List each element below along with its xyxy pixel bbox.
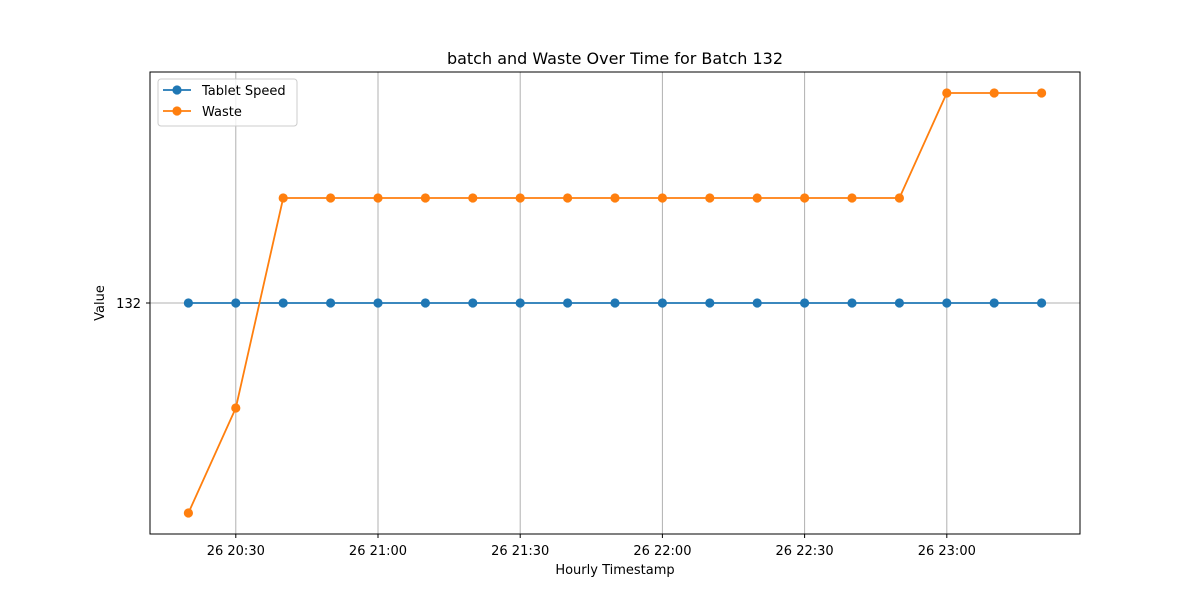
x-tick-label: 26 21:30 <box>491 544 549 559</box>
data-point <box>420 193 430 203</box>
data-point <box>515 193 525 203</box>
data-point <box>373 298 383 308</box>
data-point <box>847 298 857 308</box>
series-waste <box>183 88 1047 518</box>
data-point <box>894 298 905 308</box>
x-tick-label: 26 21:00 <box>349 544 407 559</box>
y-tick-label: 132 <box>116 297 141 312</box>
x-tick-label: 26 22:30 <box>776 544 834 559</box>
legend-entry: Waste <box>163 105 242 120</box>
legend-marker <box>172 106 182 116</box>
legend: Tablet Speed Waste <box>157 78 298 127</box>
y-axis-label: Value <box>93 285 108 321</box>
data-point <box>278 193 288 203</box>
data-point <box>610 298 620 308</box>
data-point <box>231 298 241 308</box>
data-point <box>942 298 952 308</box>
data-point <box>1037 88 1047 98</box>
data-point <box>657 298 668 308</box>
legend-box <box>157 78 298 127</box>
data-point <box>278 298 288 308</box>
data-point <box>989 88 999 98</box>
series-tablet-speed <box>183 298 1047 308</box>
data-point <box>752 298 762 308</box>
x-axis-ticks: 26 20:30 26 21:00 26 21:30 26 22:00 26 22:30… <box>207 534 976 559</box>
data-point <box>325 298 336 308</box>
data-point <box>468 298 478 308</box>
data-point <box>1037 298 1047 308</box>
data-point <box>515 298 525 308</box>
x-tick-label: 26 23:00 <box>918 544 976 559</box>
data-point <box>562 193 573 203</box>
chart-title: batch and Waste Over Time for Batch 132 <box>447 49 783 68</box>
legend-entry: Tablet Speed <box>163 84 286 99</box>
series-layer <box>183 88 1047 518</box>
data-point <box>705 298 715 308</box>
data-point <box>183 508 193 518</box>
x-axis-label: Hourly Timestamp <box>555 563 674 578</box>
data-point <box>657 193 668 203</box>
data-point <box>800 193 810 203</box>
x-tick-label: 26 22:00 <box>633 544 691 559</box>
legend-label: Waste <box>202 105 242 120</box>
data-point <box>610 193 620 203</box>
data-point <box>183 298 193 308</box>
data-point <box>989 298 999 308</box>
data-point <box>231 403 241 413</box>
data-point <box>420 298 430 308</box>
data-point <box>705 193 715 203</box>
y-axis-ticks: 132 <box>116 297 150 312</box>
data-point <box>325 193 336 203</box>
data-point <box>847 193 857 203</box>
data-point <box>894 193 905 203</box>
data-point <box>942 88 952 98</box>
x-tick-label: 26 20:30 <box>207 544 265 559</box>
data-point <box>468 193 478 203</box>
legend-label: Tablet Speed <box>201 84 286 99</box>
data-point <box>373 193 383 203</box>
data-point <box>562 298 573 308</box>
data-point <box>800 298 810 308</box>
data-point <box>752 193 762 203</box>
legend-marker <box>172 85 182 95</box>
